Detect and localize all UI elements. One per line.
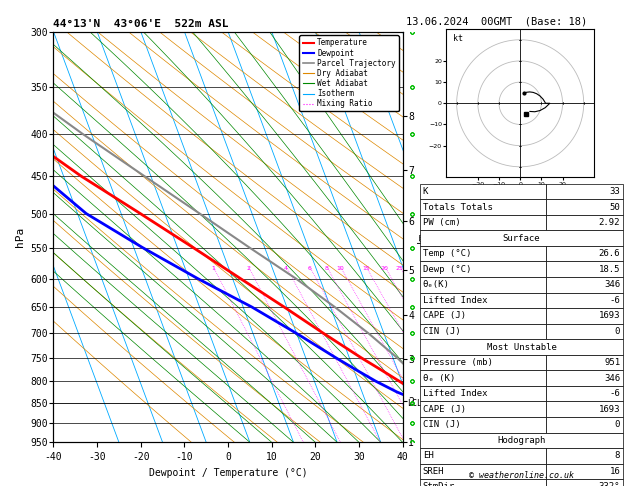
Text: K: K	[423, 187, 428, 196]
Text: EH: EH	[423, 451, 433, 460]
Text: 6: 6	[308, 266, 311, 272]
Text: LCL: LCL	[407, 399, 421, 408]
Text: 13.06.2024  00GMT  (Base: 18): 13.06.2024 00GMT (Base: 18)	[406, 16, 587, 26]
Text: 332°: 332°	[599, 483, 620, 486]
Text: Temp (°C): Temp (°C)	[423, 249, 471, 258]
Text: 16: 16	[610, 467, 620, 476]
Text: PW (cm): PW (cm)	[423, 218, 460, 227]
Text: 10: 10	[337, 266, 344, 272]
Legend: Temperature, Dewpoint, Parcel Trajectory, Dry Adiabat, Wet Adiabat, Isotherm, Mi: Temperature, Dewpoint, Parcel Trajectory…	[299, 35, 399, 111]
Text: CAPE (J): CAPE (J)	[423, 405, 465, 414]
Text: CAPE (J): CAPE (J)	[423, 312, 465, 320]
Text: 8: 8	[325, 266, 328, 272]
Text: 1693: 1693	[599, 405, 620, 414]
Text: Surface: Surface	[503, 234, 540, 243]
Text: 44°13'N  43°06'E  522m ASL: 44°13'N 43°06'E 522m ASL	[53, 19, 229, 30]
Text: 951: 951	[604, 358, 620, 367]
X-axis label: Dewpoint / Temperature (°C): Dewpoint / Temperature (°C)	[148, 468, 308, 478]
Text: 33: 33	[610, 187, 620, 196]
Text: θₑ (K): θₑ (K)	[423, 374, 455, 382]
Text: StmDir: StmDir	[423, 483, 455, 486]
Text: -6: -6	[610, 389, 620, 398]
Text: 346: 346	[604, 280, 620, 289]
Text: SREH: SREH	[423, 467, 444, 476]
Text: Hodograph: Hodograph	[498, 436, 545, 445]
Text: 50: 50	[610, 203, 620, 211]
Text: 15: 15	[362, 266, 370, 272]
Text: Lifted Index: Lifted Index	[423, 296, 487, 305]
Text: θₑ(K): θₑ(K)	[423, 280, 450, 289]
Text: © weatheronline.co.uk: © weatheronline.co.uk	[469, 471, 574, 480]
Text: 0: 0	[615, 327, 620, 336]
Text: CIN (J): CIN (J)	[423, 327, 460, 336]
Text: Totals Totals: Totals Totals	[423, 203, 493, 211]
Text: 0: 0	[615, 420, 620, 429]
Text: Dewp (°C): Dewp (°C)	[423, 265, 471, 274]
Text: 8: 8	[615, 451, 620, 460]
Text: 25: 25	[396, 266, 404, 272]
Text: Most Unstable: Most Unstable	[486, 343, 557, 351]
Text: 346: 346	[604, 374, 620, 382]
Text: 4: 4	[284, 266, 288, 272]
Text: 2.92: 2.92	[599, 218, 620, 227]
Text: -6: -6	[610, 296, 620, 305]
Y-axis label: hPa: hPa	[14, 227, 25, 247]
Text: 1693: 1693	[599, 312, 620, 320]
Y-axis label: km
ASL: km ASL	[417, 228, 438, 246]
Text: 18.5: 18.5	[599, 265, 620, 274]
Text: Lifted Index: Lifted Index	[423, 389, 487, 398]
Text: 1: 1	[211, 266, 215, 272]
Text: 20: 20	[381, 266, 389, 272]
Text: CIN (J): CIN (J)	[423, 420, 460, 429]
Text: 2: 2	[247, 266, 250, 272]
Text: 26.6: 26.6	[599, 249, 620, 258]
Text: Pressure (mb): Pressure (mb)	[423, 358, 493, 367]
Text: kt: kt	[454, 34, 464, 43]
